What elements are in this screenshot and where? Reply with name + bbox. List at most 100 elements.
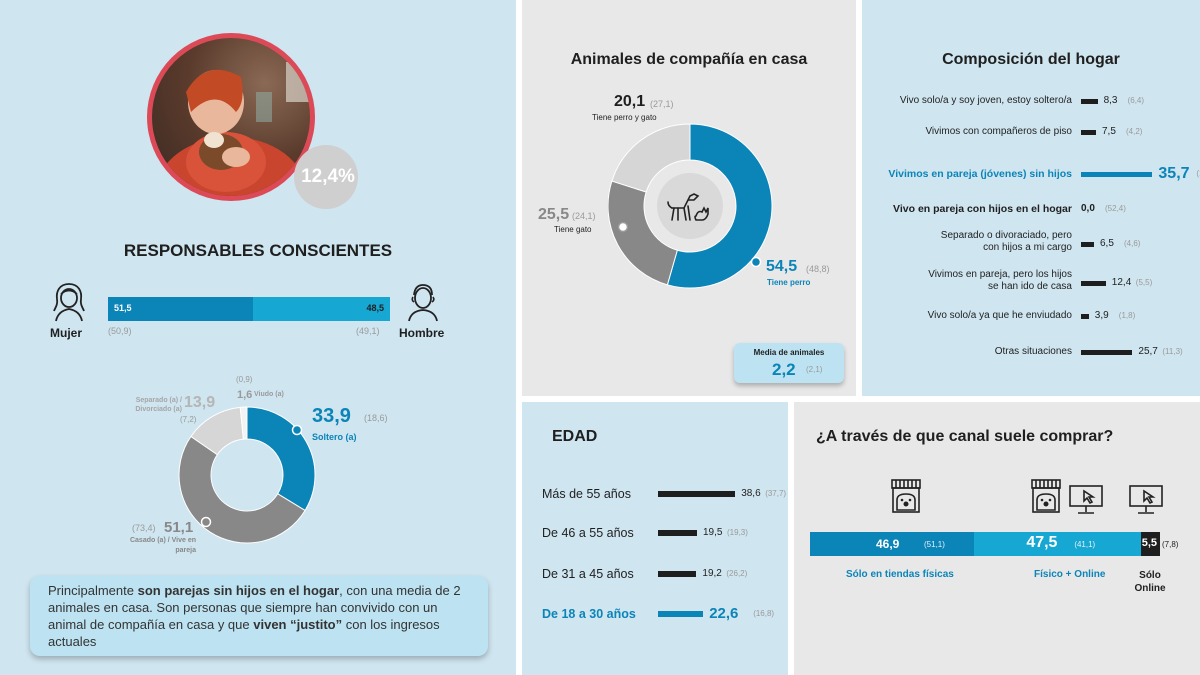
- online-value: 5,5: [1141, 537, 1158, 549]
- profile-title: RESPONSABLES CONSCIENTES: [123, 241, 393, 260]
- household-row-value: 6,5: [1100, 238, 1114, 249]
- household-row-value: 12,4: [1111, 277, 1132, 288]
- age-row-label: De 46 a 55 años: [542, 526, 634, 540]
- household-row-prev: (1,8): [1118, 311, 1136, 320]
- physical-prev: (51,1): [924, 540, 945, 549]
- household-row-label-line: con hijos a mi cargo: [983, 242, 1072, 253]
- household-row-label-line: se han ido de casa: [988, 281, 1072, 292]
- male-icon: [408, 284, 438, 322]
- both-segment: 47,5 (41,1): [974, 532, 1141, 556]
- channel-title: ¿A través de que canal suele comprar?: [816, 428, 1114, 445]
- age-row-prev: (26,2): [726, 569, 748, 578]
- household-row-label-line: Vivo solo/a y soy joven, estoy soltero/a: [899, 95, 1072, 106]
- summary-text-2: son parejas sin hijos en el hogar: [137, 583, 340, 598]
- household-row-label-line: Vivimos en pareja (jóvenes) sin hijos: [888, 168, 1072, 180]
- age-row-value: 22,6: [709, 605, 739, 622]
- household-row-prev: (52,4): [1105, 204, 1126, 213]
- cat-label: Tiene gato: [554, 225, 592, 234]
- both-prev: (27,1): [650, 99, 674, 109]
- dog-label: Tiene perro: [767, 278, 811, 287]
- dog-value: 54,5: [766, 258, 798, 275]
- mean-value: 2,2: [772, 360, 796, 379]
- cat-marker: [617, 221, 629, 233]
- household-row-bar: [1081, 350, 1133, 355]
- profile-photo: [147, 33, 358, 209]
- household-row-value: 3,9: [1094, 310, 1109, 321]
- pets-title: Animales de compañía en casa: [570, 51, 808, 68]
- mean-label: Media de animales: [753, 348, 825, 357]
- age-row-prev: (16,8): [753, 609, 775, 618]
- both-slice: [611, 123, 691, 193]
- both-channel-prev: (41,1): [1074, 540, 1096, 549]
- online-computer-icon: [1129, 485, 1163, 514]
- household-row-value: 35,7: [1158, 165, 1190, 182]
- pets-donut: [608, 123, 773, 289]
- online-label: Sólo Online: [1134, 570, 1166, 594]
- single-value: 33,9: [312, 405, 351, 427]
- female-prev: (50,9): [108, 326, 132, 336]
- both-value: 20,1: [614, 93, 646, 110]
- household-row-bar: [1081, 314, 1089, 319]
- household-panel: Composición del hogar Vivo solo/a y soy …: [862, 0, 1200, 396]
- household-row-prev: (4,2): [1126, 127, 1143, 136]
- male-prev: (49,1): [356, 326, 380, 336]
- widow-slice: [239, 406, 248, 440]
- age-row-bar: [658, 530, 697, 536]
- separated-value: 13,9: [184, 394, 216, 411]
- married-marker: [200, 516, 212, 528]
- profile-panel: 12,4% RESPONSABLES CONSCIENTES Mujer Hom…: [0, 0, 516, 675]
- female-value: 51,5: [114, 303, 132, 313]
- age-row-label: De 18 a 30 años: [542, 607, 636, 621]
- physical-segment: 46,9 (51,1): [810, 532, 975, 556]
- household-row-label-line: Separado o divoraciado, pero: [940, 230, 1072, 241]
- male-label: Hombre: [399, 326, 445, 340]
- age-row-value: 38,6: [741, 488, 761, 499]
- pets-panel: Animales de compañía en casa 20,1 (27,1)…: [522, 0, 856, 396]
- married-slice: [178, 435, 306, 544]
- household-row-label-line: Vivo en pareja con hijos en el hogar: [893, 203, 1072, 215]
- household-row-value: 25,7: [1138, 346, 1158, 357]
- pets-center: [657, 173, 723, 239]
- household-row-bar: [1081, 172, 1153, 177]
- age-row-bar: [658, 491, 736, 497]
- age-row-prev: (19,3): [727, 528, 748, 537]
- household-row-label: Vivimos con compañeros de piso: [852, 126, 1072, 138]
- household-row-label: Vivo solo/a y soy joven, estoy soltero/a: [852, 95, 1072, 107]
- summary-text-1: Principalmente: [48, 583, 138, 598]
- household-row-value: 8,3: [1103, 95, 1118, 106]
- widow-label: Viudo (a): [254, 391, 284, 398]
- widow-value: 1,6: [237, 389, 253, 401]
- profile-percent: 12,4%: [301, 166, 355, 187]
- age-title: EDAD: [552, 428, 598, 445]
- single-marker: [291, 424, 303, 436]
- physical-label: Sólo en tiendas físicas: [846, 569, 954, 580]
- household-row-label: Separado o divoraciado, pero con hijos a …: [852, 230, 1072, 254]
- gender-bar: 51,5 48,5: [108, 297, 390, 321]
- summary-text-3: , con una media de 2 animales en casa. S…: [48, 583, 461, 632]
- household-row-bar: [1081, 242, 1094, 247]
- cat-prev: (24,1): [572, 211, 596, 221]
- household-row-label-line: Vivo solo/a ya que he enviudado: [927, 310, 1072, 321]
- age-row-bar: [658, 611, 704, 617]
- online-segment: 5,5: [1140, 532, 1160, 556]
- mean-box: Media de animales 2,2 (2,1): [734, 343, 844, 383]
- male-segment: 48,5: [253, 297, 390, 321]
- household-row-label: Vivimos en pareja, pero los hijos se han …: [852, 269, 1072, 293]
- separated-label: Separado (a) / Divorciado (a): [135, 397, 182, 413]
- channel-bar: 46,9 (51,1) 47,5 (41,1) 5,5: [810, 532, 1160, 556]
- channel-panel: ¿A través de que canal suele comprar?: [794, 402, 1200, 675]
- online-prev: (7,8): [1162, 540, 1179, 549]
- household-title: Composición del hogar: [942, 51, 1120, 68]
- household-row-label-line: Otras situaciones: [994, 346, 1072, 357]
- mean-prev: (2,1): [806, 365, 823, 374]
- male-value: 48,5: [366, 303, 384, 313]
- household-row-label: Otras situaciones: [852, 346, 1072, 358]
- age-row-prev: (37,7): [765, 489, 787, 498]
- dog-slice: [666, 123, 773, 289]
- household-row-prev: (6,4): [1127, 96, 1145, 105]
- dog-prev: (48,8): [806, 264, 830, 274]
- household-row-label-line: Vivimos en pareja, pero los hijos: [928, 269, 1072, 280]
- dog-cat-icon: [667, 193, 709, 221]
- household-row-value: 7,5: [1102, 126, 1116, 137]
- computer-icon: [1069, 485, 1103, 514]
